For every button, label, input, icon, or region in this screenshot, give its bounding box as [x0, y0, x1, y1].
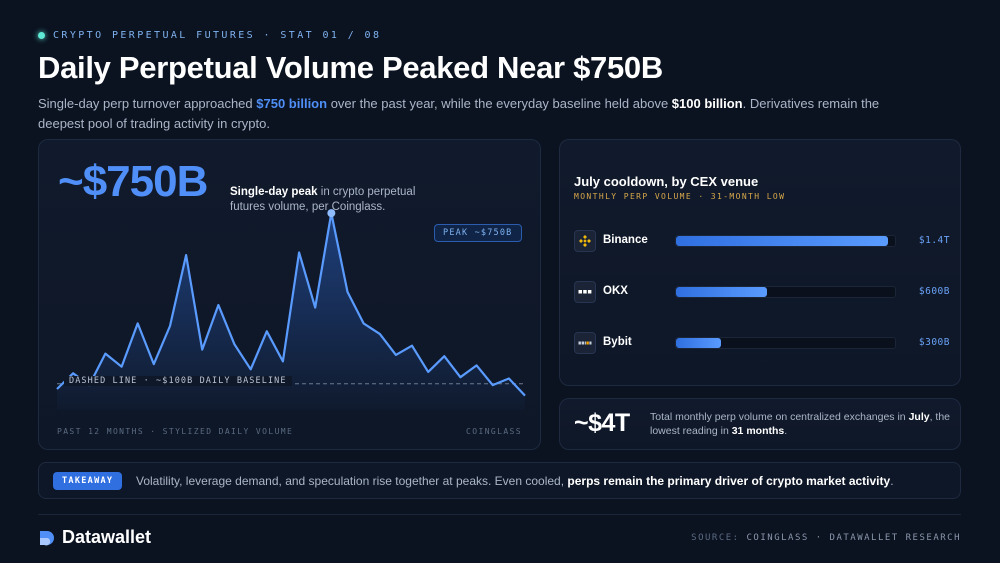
source-label: SOURCE:: [691, 533, 740, 543]
venue-bar-track-binance: [675, 235, 896, 247]
subtitle-highlight-peak: $750 billion: [256, 96, 328, 111]
takeaway-text-bold: perps remain the primary driver of crypt…: [567, 474, 891, 488]
venue-bar-track-okx: [675, 286, 896, 298]
peak-description: Single-day peak in crypto perpetual futu…: [230, 185, 440, 215]
venue-name-binance: Binance: [603, 234, 648, 246]
subtitle-part3: . Derivatives remain the deepest pool of…: [38, 96, 880, 131]
venue-name-bybit: Bybit: [603, 336, 632, 348]
venue-bar-okx: [676, 287, 767, 297]
okx-logo-icon: [574, 281, 596, 303]
baseline-label: DASHED LINE · ~$100B DAILY BASELINE: [64, 376, 292, 386]
subtitle-part1: Single-day perp turnover approached: [38, 96, 257, 111]
volume-series-line: [56, 211, 526, 397]
source-text: COINGLASS · DATAWALLET RESEARCH: [746, 533, 961, 543]
total-desc-months: 31 months: [731, 425, 785, 437]
peak-volume-card: ~$750B Single-day peak in crypto perpetu…: [38, 139, 541, 450]
total-desc-month: July: [908, 411, 930, 423]
total-desc-part3: .: [784, 425, 788, 437]
venue-value-bybit: $300B: [918, 337, 950, 348]
status-dot-icon: [38, 32, 45, 39]
peak-tag: PEAK ~$750B: [434, 224, 522, 242]
venue-bar-bybit: [676, 338, 722, 348]
page-subtitle: Single-day perp turnover approached $750…: [38, 94, 918, 134]
venue-value-binance: $1.4T: [918, 235, 950, 246]
venue-card-title: July cooldown, by CEX venue: [574, 174, 759, 189]
total-big-value: ~$4T: [574, 409, 630, 437]
chart-footer-source: COINGLASS: [466, 427, 522, 436]
venue-value-okx: $600B: [918, 286, 950, 297]
peak-description-bold: Single-day peak: [230, 186, 318, 198]
takeaway-text-main: Volatility, leverage demand, and specula…: [136, 474, 568, 488]
total-desc-part1: Total monthly perp volume on centralized…: [650, 411, 909, 423]
takeaway-text-end: .: [890, 474, 894, 488]
total-description: Total monthly perp volume on centralized…: [650, 410, 950, 438]
datawallet-logo-icon: [40, 530, 54, 545]
subtitle-highlight-baseline: $100 billion: [671, 96, 743, 111]
peak-big-value: ~$750B: [58, 157, 208, 206]
binance-logo-icon: [574, 230, 596, 252]
bybit-logo-icon: [574, 332, 596, 354]
venue-row-binance: Binance $1.4T: [574, 230, 950, 252]
venue-row-okx: OKX $600B: [574, 281, 950, 303]
venue-bar-track-bybit: [675, 337, 896, 349]
page-title: Daily Perpetual Volume Peaked Near $750B: [38, 50, 663, 85]
total-desc-part2: , the lowest reading in: [650, 411, 951, 437]
footer-divider: [38, 514, 961, 515]
eyebrow: CRYPTO PERPETUAL FUTURES · STAT 01 / 08: [38, 30, 381, 41]
eyebrow-text: CRYPTO PERPETUAL FUTURES · STAT 01 / 08: [53, 30, 382, 41]
chart-footer-period: PAST 12 MONTHS · STYLIZED DAILY VOLUME: [57, 427, 294, 436]
venue-name-okx: OKX: [603, 285, 628, 297]
source-credit: SOURCE: COINGLASS · DATAWALLET RESEARCH: [691, 533, 961, 543]
takeaway-banner: TAKEAWAY Volatility, leverage demand, an…: [38, 462, 961, 499]
takeaway-text: Volatility, leverage demand, and specula…: [136, 474, 894, 488]
takeaway-badge: TAKEAWAY: [53, 472, 123, 490]
venue-bar-binance: [676, 236, 888, 246]
venue-row-bybit: Bybit $300B: [574, 332, 950, 354]
venue-breakdown-card: July cooldown, by CEX venue MONTHLY PERP…: [559, 139, 961, 386]
peak-point: [327, 209, 336, 218]
subtitle-part2: over the past year, while the everyday b…: [327, 96, 672, 111]
venue-card-subtitle: MONTHLY PERP VOLUME · 31-MONTH LOW: [574, 192, 786, 201]
total-monthly-card: ~$4T Total monthly perp volume on centra…: [559, 398, 961, 450]
peak-description-rest: in crypto perpetual futures volume, per …: [230, 186, 416, 213]
brand: Datawallet: [38, 527, 151, 548]
brand-name: Datawallet: [62, 527, 152, 547]
